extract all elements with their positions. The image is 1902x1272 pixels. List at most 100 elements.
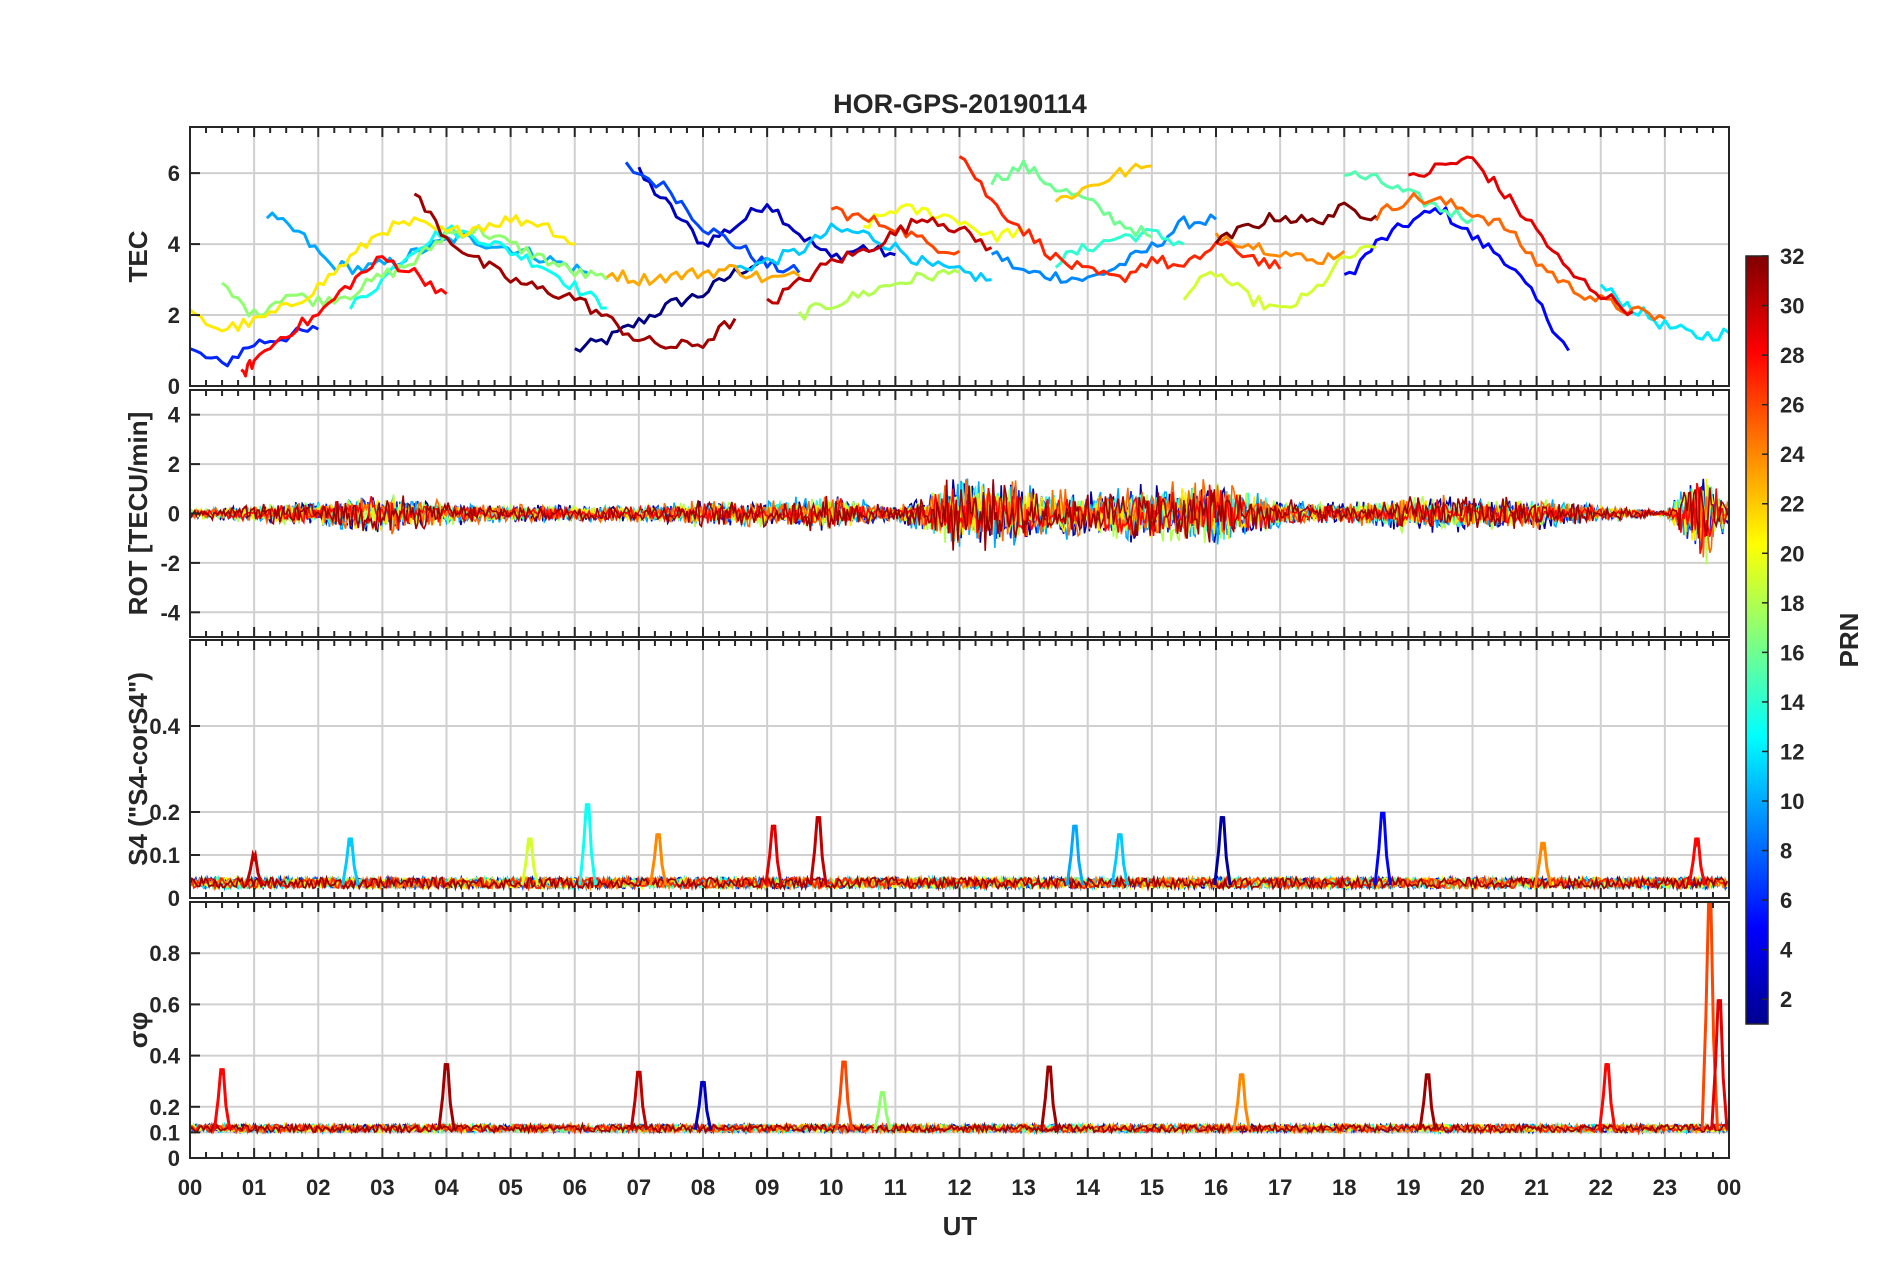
tec-series-prn-24 [1214, 232, 1346, 266]
sigma_phi-peak-prn-24 [1232, 1073, 1251, 1131]
tec-series-prn-18 [797, 268, 961, 321]
panel-s4: 0 0.1 0.2 0.4S4 ("S4-corS4") [123, 639, 1730, 911]
y-tick-label: 0.6 [149, 992, 180, 1017]
y-tick-label: 0 [168, 886, 180, 911]
colorbar-tick-label: 16 [1780, 640, 1804, 665]
sigma_phi-peak-prn-31 [437, 1063, 456, 1131]
tec-series-prn-19 [1182, 244, 1377, 311]
sigma_phi-peak-prn-17 [873, 1091, 892, 1131]
colorbar-tick-label: 12 [1780, 739, 1804, 764]
sigma_phi-peak-prn-26 [1700, 901, 1719, 1130]
s4-peak-prn-2 [1213, 815, 1232, 886]
x-tick-label: 09 [755, 1175, 779, 1200]
y-tick-label: 2 [168, 303, 180, 328]
y-tick-label: 0 [168, 374, 180, 399]
s4-peak-prn-28 [1687, 837, 1707, 886]
sigma_phi-peak-prn-31 [1040, 1065, 1059, 1131]
y-tick-label: -4 [160, 600, 180, 625]
s4-peak-prn-19 [520, 837, 540, 886]
sigma_phi-baseline-prn-31 [189, 1121, 1728, 1135]
x-tick-label: 01 [242, 1175, 266, 1200]
colorbar-tick-label: 22 [1780, 492, 1804, 517]
x-tick-label: 12 [947, 1175, 971, 1200]
sigma_phi-peak-prn-31 [1418, 1073, 1437, 1131]
tec-series-prn-25 [1374, 192, 1666, 322]
tec-series-prn-3 [637, 166, 896, 263]
colorbar-tick-label: 14 [1780, 690, 1805, 715]
y-tick-label: 4 [168, 232, 181, 257]
x-tick-label: 10 [819, 1175, 843, 1200]
x-tick-label: 20 [1460, 1175, 1484, 1200]
colorbar-tick-label: 18 [1780, 591, 1804, 616]
x-tick-label: 19 [1396, 1175, 1420, 1200]
y-tick-label: 6 [168, 161, 180, 186]
sigma_phi-peak-prn-30 [629, 1070, 649, 1131]
tec-series-prn-23 [605, 263, 801, 287]
y-tick-label: 2 [168, 452, 180, 477]
colorbar-tick-label: 32 [1780, 244, 1804, 269]
s4-peak-prn-24 [1533, 841, 1553, 886]
x-tick-label: 21 [1524, 1175, 1548, 1200]
s4-peak-prn-24 [648, 833, 668, 886]
x-tick-label: 05 [498, 1175, 522, 1200]
s4-baseline-prn-31 [189, 874, 1728, 892]
x-tick-label: 03 [370, 1175, 394, 1200]
y-tick-label: 0.4 [149, 1044, 180, 1069]
s4-peak-prn-30 [244, 849, 264, 886]
data-layer [189, 803, 1728, 892]
panel-sigma-phi: 00.10.2 0.4 0.6 0.8 σφ [123, 901, 1730, 1171]
tec-series-prn-9 [990, 213, 1217, 284]
colorbar-tick-label: 8 [1780, 839, 1792, 864]
tec-series-prn-13 [348, 224, 607, 310]
x-tick-label: 06 [563, 1175, 587, 1200]
x-tick-label: 17 [1268, 1175, 1292, 1200]
tec-series-prn-21 [189, 214, 575, 333]
colorbar-tick-label: 30 [1780, 294, 1804, 319]
tec-series-prn-11 [734, 222, 992, 283]
colorbar-tick-label: 20 [1780, 541, 1804, 566]
tec-series-prn-22 [1054, 162, 1153, 203]
sigma_phi-peak-prn-29 [1710, 999, 1729, 1130]
x-tick-label: 08 [691, 1175, 715, 1200]
colorbar-label: PRN [1834, 613, 1864, 668]
y-axis-label: ROT [TECU/min] [123, 412, 153, 616]
colorbar-tick-label: 28 [1780, 343, 1804, 368]
tec-series-prn-29 [1407, 155, 1634, 317]
x-tick-label: 16 [1204, 1175, 1228, 1200]
y-tick-label: 0 [168, 1146, 180, 1171]
x-tick-label: 11 [884, 1175, 907, 1200]
colorbar-tick-label: 2 [1780, 987, 1792, 1012]
s4-peak-prn-5 [1373, 811, 1392, 886]
x-tick-label: 00 [1717, 1175, 1741, 1200]
s4-peak-prn-29 [764, 824, 783, 886]
x-tick-label: 18 [1332, 1175, 1356, 1200]
x-tick-label: 14 [1076, 1175, 1101, 1200]
y-tick-label: 0.1 [149, 1120, 180, 1145]
tec-series-prn-17 [221, 224, 608, 318]
tec-series-prn-16 [990, 159, 1153, 239]
sigma_phi-peak-prn-26 [834, 1060, 854, 1131]
y-tick-label: 0.2 [149, 800, 180, 825]
x-tick-label: 02 [306, 1175, 330, 1200]
colorbar-tick-label: 6 [1780, 888, 1792, 913]
tec-series-prn-28 [240, 255, 448, 378]
y-tick-label: 0.2 [149, 1095, 180, 1120]
tec-series-prn-15 [1344, 170, 1474, 225]
x-tick-label: 23 [1653, 1175, 1677, 1200]
s4-peak-prn-30 [809, 815, 828, 886]
panel-tec: 0 2 4 6 TEC [123, 126, 1730, 399]
panel-rot: -4 -2 0 2 4 ROT [TECU/min] [123, 389, 1730, 638]
y-axis-label: S4 ("S4-corS4") [123, 672, 153, 866]
x-axis: 00 01 02 03 04 05 06 07 08 09 10 11 12 13 14 15 16 17 18 19… [178, 1175, 1741, 1200]
data-layer [189, 478, 1730, 565]
tec-series-prn-30 [766, 216, 993, 305]
tec-series-prn-20 [862, 203, 1024, 243]
s4-peak-prn-11 [341, 837, 360, 886]
s4-peak-prn-11 [1110, 833, 1129, 886]
data-layer [189, 901, 1729, 1136]
x-tick-label: 00 [178, 1175, 202, 1200]
y-axis-label: TEC [123, 230, 153, 282]
y-axis-label: σφ [123, 1012, 153, 1048]
